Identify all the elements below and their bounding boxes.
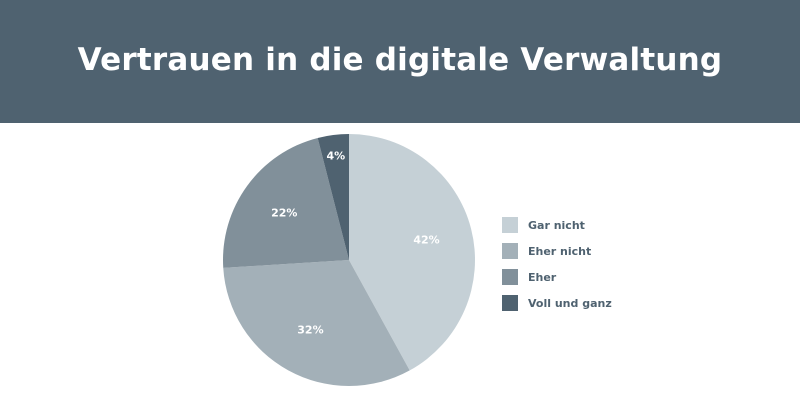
pie-value-labels: 42% 32% 22% 4% [271,150,440,337]
legend-swatch-gar-nicht [502,217,518,233]
pie-value-label-gar-nicht: 42% [413,234,439,247]
legend-label-gar-nicht: Gar nicht [528,218,585,232]
legend-label-eher: Eher [528,270,557,284]
legend: Gar nicht Eher nicht Eher Voll und ganz [502,212,612,316]
legend-swatch-voll-und-ganz [502,295,518,311]
pie-value-label-eher-nicht: 32% [297,324,323,337]
pie-slice-eher [223,137,349,268]
legend-item-voll-und-ganz: Voll und ganz [502,290,612,316]
legend-swatch-eher-nicht [502,243,518,259]
pie-value-label-eher: 22% [271,206,297,219]
pie-slice-gar-nicht [349,134,475,371]
pie-slices [223,134,475,386]
legend-label-eher-nicht: Eher nicht [528,244,592,258]
pie-slice-eher-nicht [223,260,410,386]
pie-value-label-voll-und-ganz: 4% [327,150,346,163]
legend-swatch-eher [502,269,518,285]
legend-item-eher: Eher [502,264,612,290]
header-banner: Vertrauen in die digitale Verwaltung [0,0,800,123]
page-title: Vertrauen in die digitale Verwaltung [77,42,723,78]
legend-item-eher-nicht: Eher nicht [502,238,612,264]
pie-slice-voll-und-ganz [317,134,349,260]
legend-item-gar-nicht: Gar nicht [502,212,612,238]
legend-label-voll-und-ganz: Voll und ganz [528,296,612,310]
